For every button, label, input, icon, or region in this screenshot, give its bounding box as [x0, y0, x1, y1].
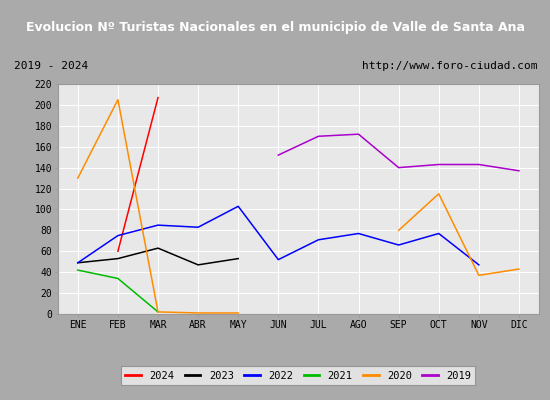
Text: Evolucion Nº Turistas Nacionales en el municipio de Valle de Santa Ana: Evolucion Nº Turistas Nacionales en el m…	[25, 20, 525, 34]
Text: 2019 - 2024: 2019 - 2024	[14, 61, 89, 70]
Text: http://www.foro-ciudad.com: http://www.foro-ciudad.com	[362, 61, 537, 70]
Legend: 2024, 2023, 2022, 2021, 2020, 2019: 2024, 2023, 2022, 2021, 2020, 2019	[122, 366, 475, 385]
